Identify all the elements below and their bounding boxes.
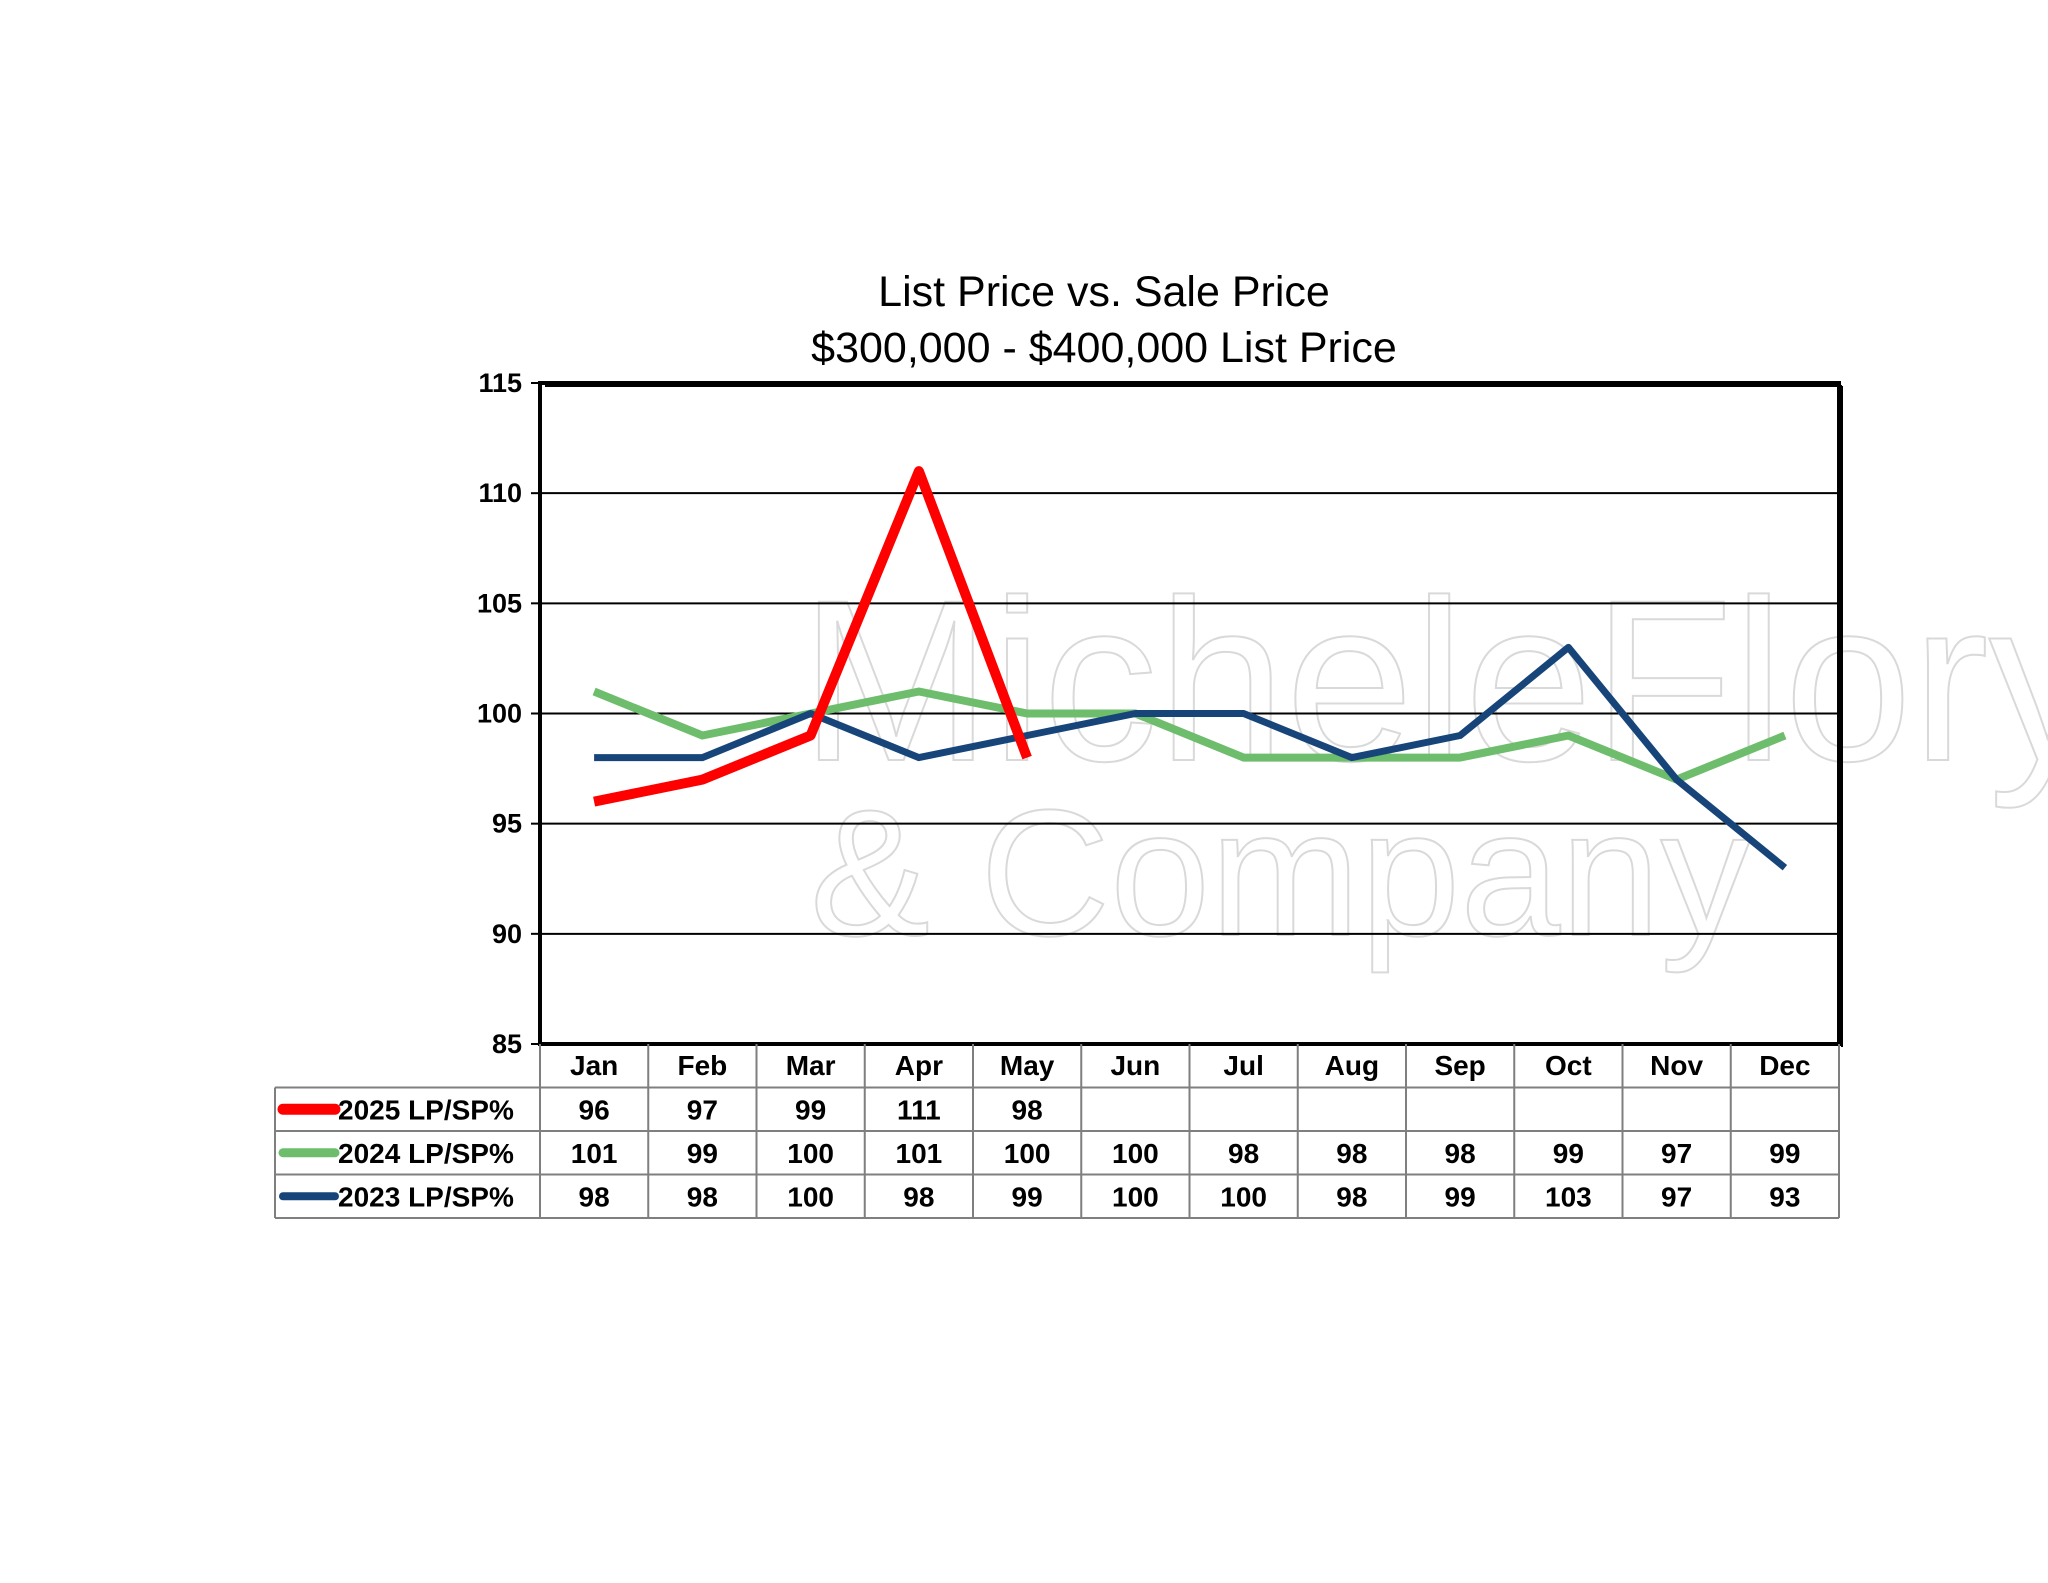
legend-label-1: 2025 LP/SP% xyxy=(338,1095,514,1126)
x-tick-label: Mar xyxy=(786,1050,836,1081)
table-cell: 96 xyxy=(579,1095,610,1126)
table-cell: 98 xyxy=(1012,1095,1043,1126)
y-tick-label-115: 115 xyxy=(478,368,522,398)
table-cell: 98 xyxy=(1445,1138,1476,1169)
y-tick-label-85: 85 xyxy=(492,1029,522,1059)
series-line-1 xyxy=(593,466,1032,807)
table-cell: 98 xyxy=(1336,1138,1367,1169)
table-cell: 98 xyxy=(1228,1138,1259,1169)
table-cell: 97 xyxy=(687,1095,718,1126)
table-cell: 100 xyxy=(787,1138,834,1169)
chart-subtitle: $300,000 - $400,000 List Price xyxy=(811,324,1397,372)
y-tick-label-100: 100 xyxy=(477,699,522,729)
table-cell: 99 xyxy=(795,1095,826,1126)
y-axis-ticks: 85 90 95 100 105 110 115 xyxy=(477,368,540,1059)
x-tick-label: Aug xyxy=(1325,1050,1379,1081)
watermark-name: MicheleFlory xyxy=(800,552,2048,809)
table-cell: 99 xyxy=(1445,1182,1476,1213)
table-cell: 98 xyxy=(687,1182,718,1213)
x-tick-label: Jul xyxy=(1223,1050,1263,1081)
y-tick-label-90: 90 xyxy=(492,919,522,949)
table-cell: 93 xyxy=(1769,1182,1800,1213)
x-tick-label: Jun xyxy=(1110,1050,1160,1081)
table-cell: 99 xyxy=(687,1138,718,1169)
table-cell: 99 xyxy=(1012,1182,1043,1213)
table-cell: 98 xyxy=(579,1182,610,1213)
table-cell: 100 xyxy=(1112,1138,1159,1169)
table-cell: 101 xyxy=(896,1138,943,1169)
table-cell: 100 xyxy=(787,1182,834,1213)
y-tick-label-95: 95 xyxy=(492,809,522,839)
table-cell: 100 xyxy=(1112,1182,1159,1213)
table-cell: 99 xyxy=(1553,1138,1584,1169)
table-cell: 103 xyxy=(1545,1182,1592,1213)
legend-label-3: 2023 LP/SP% xyxy=(338,1182,514,1213)
chart-title: List Price vs. Sale Price xyxy=(878,268,1330,316)
series-line-3 xyxy=(594,643,1788,871)
x-tick-label: Apr xyxy=(895,1050,943,1081)
series-lines xyxy=(592,466,1788,871)
x-tick-label: Nov xyxy=(1650,1050,1703,1081)
table-cell: 100 xyxy=(1220,1182,1267,1213)
table-cell: 98 xyxy=(1336,1182,1367,1213)
legend-label-2: 2024 LP/SP% xyxy=(338,1138,514,1169)
table-cell: 100 xyxy=(1004,1138,1051,1169)
x-tick-label: Sep xyxy=(1434,1050,1485,1081)
watermark: MicheleFlory & Company xyxy=(799,551,2048,975)
table-cell: 111 xyxy=(897,1095,941,1126)
table-cell: 97 xyxy=(1661,1138,1692,1169)
table-cell: 99 xyxy=(1769,1138,1800,1169)
data-table: Jan Feb Mar Apr May Jun Jul Aug Sep Oct Nov Dec 2025… xyxy=(274,1044,1840,1219)
table-cell: 97 xyxy=(1661,1182,1692,1213)
y-tick-label-105: 105 xyxy=(477,588,522,618)
y-tick-label-110: 110 xyxy=(478,478,522,508)
x-tick-label: Jan xyxy=(570,1050,618,1081)
table-cell: 101 xyxy=(571,1138,618,1169)
x-tick-label: May xyxy=(1000,1050,1055,1081)
x-tick-label: Dec xyxy=(1759,1050,1810,1081)
table-cell: 98 xyxy=(903,1182,934,1213)
x-tick-label: Feb xyxy=(677,1050,727,1081)
watermark-company: & Company xyxy=(810,773,1750,974)
x-tick-label: Oct xyxy=(1545,1050,1592,1081)
